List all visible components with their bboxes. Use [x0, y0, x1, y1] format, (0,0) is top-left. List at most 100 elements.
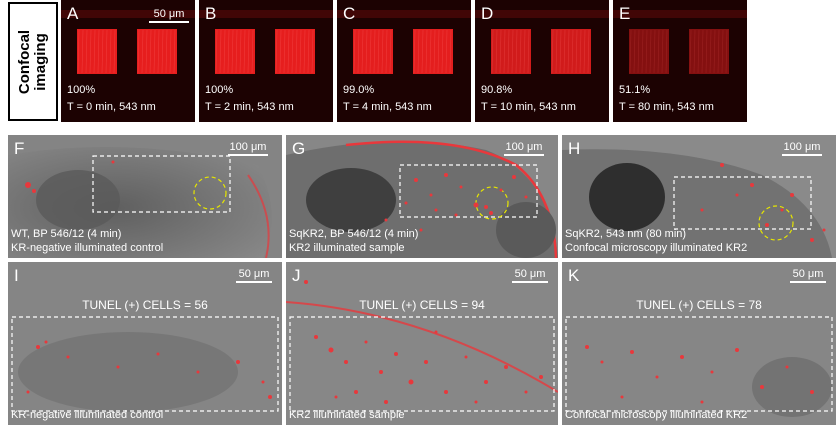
- scale-label: 100 μm: [229, 141, 267, 153]
- fiber-line: [389, 29, 392, 74]
- panel-c: C 99.0% T = 4 min, 543 nm: [337, 0, 471, 122]
- fiber-line: [299, 29, 302, 74]
- panel-g: G 100 μm SqKR2, BP 546/12 (4 min) KR2 il…: [286, 135, 558, 258]
- fiber-line: [215, 29, 218, 74]
- scale-bar: 100 μm: [504, 141, 544, 156]
- fiber-line: [161, 29, 164, 74]
- panel-d: D 90.8% T = 10 min, 543 nm: [475, 0, 609, 122]
- confocal-image-c: [337, 0, 471, 122]
- fiber-line: [559, 29, 562, 74]
- fiber-line: [713, 29, 716, 74]
- tunel-count: TUNEL (+) CELLS = 56: [82, 298, 208, 312]
- fiber-line: [173, 29, 176, 74]
- panel-letter: B: [205, 4, 217, 23]
- fiber-line: [645, 29, 648, 74]
- fiber-line: [239, 29, 242, 74]
- fiber-line: [445, 29, 448, 74]
- percent-label: 100%: [67, 84, 96, 96]
- fiber-line: [223, 29, 226, 74]
- fiber-line: [109, 29, 112, 74]
- panel-letter: J: [292, 266, 301, 285]
- caption-label: KR2 illuminated sample: [289, 242, 405, 254]
- red-block-right: [275, 29, 315, 74]
- fiber-line: [555, 29, 558, 74]
- time-label: T = 2 min, 543 nm: [205, 101, 294, 113]
- fiber-line: [717, 29, 720, 74]
- fiber-line: [425, 29, 428, 74]
- fiber-line: [97, 29, 100, 74]
- panel-k: K 50 μm TUNEL (+) CELLS = 78 Confocal mi…: [562, 262, 836, 425]
- fiber-line: [491, 29, 494, 74]
- fiber-line: [113, 29, 116, 74]
- red-block-right: [551, 29, 591, 74]
- side-label-line2: imaging: [32, 32, 49, 91]
- red-block-left: [77, 29, 117, 74]
- fiber-line: [231, 29, 234, 74]
- scale-label: 100 μm: [783, 141, 821, 153]
- fiber-line: [697, 29, 700, 74]
- red-block-left: [215, 29, 255, 74]
- panel-h: H 100 μm SqKR2, 543 nm (80 min) Confocal…: [562, 135, 836, 258]
- fiber-line: [653, 29, 656, 74]
- fiber-line: [85, 29, 88, 74]
- fiber-line: [437, 29, 440, 74]
- fiber-line: [369, 29, 372, 74]
- percent-label: 99.0%: [343, 84, 375, 96]
- panel-i: I 50 μm TUNEL (+) CELLS = 56 KR-negative…: [8, 262, 282, 425]
- fiber-line: [377, 29, 380, 74]
- red-block-right: [413, 29, 453, 74]
- fiber-line: [657, 29, 660, 74]
- fiber-line: [441, 29, 444, 74]
- red-block-left: [629, 29, 669, 74]
- fiber-line: [579, 29, 582, 74]
- fiber-line: [81, 29, 84, 74]
- percent-label: 90.8%: [481, 84, 513, 96]
- fiber-line: [373, 29, 376, 74]
- scale-bar: 50 μm: [512, 268, 548, 283]
- panel-b: B 100% T = 2 min, 543 nm: [199, 0, 333, 122]
- panel-f: F 100 μm WT, BP 546/12 (4 min) KR-negati…: [8, 135, 282, 258]
- fiber-line: [311, 29, 314, 74]
- fiber-line: [275, 29, 278, 74]
- fiber-line: [295, 29, 298, 74]
- caption-label: KR2 illuminated sample: [289, 409, 405, 421]
- fiber-line: [279, 29, 282, 74]
- caption-label: KR-negative illuminated control: [11, 242, 164, 254]
- tunel-count: TUNEL (+) CELLS = 78: [636, 298, 762, 312]
- confocal-surface-band: [337, 10, 471, 18]
- red-block-left: [491, 29, 531, 74]
- fiber-line: [705, 29, 708, 74]
- fiber-line: [661, 29, 664, 74]
- caption-label: KR-negative illuminated control: [11, 409, 164, 421]
- fiber-line: [235, 29, 238, 74]
- confocal-surface-band: [61, 10, 195, 18]
- fiber-line: [701, 29, 704, 74]
- fiber-line: [365, 29, 368, 74]
- fiber-line: [665, 29, 668, 74]
- panel-letter: K: [568, 266, 580, 285]
- time-label: T = 80 min, 543 nm: [619, 101, 714, 113]
- fiber-line: [219, 29, 222, 74]
- scale-bar: 100 μm: [228, 141, 268, 156]
- fiber-line: [633, 29, 636, 74]
- fiber-line: [353, 29, 356, 74]
- percent-label: 100%: [205, 84, 234, 96]
- time-label: T = 10 min, 543 nm: [481, 101, 576, 113]
- fiber-line: [89, 29, 92, 74]
- tunel-image-k: [562, 262, 836, 425]
- panel-letter: I: [14, 266, 19, 285]
- fiber-line: [421, 29, 424, 74]
- panel-letter: H: [568, 139, 581, 158]
- red-block-left: [353, 29, 393, 74]
- fiber-line: [251, 29, 254, 74]
- fiber-line: [507, 29, 510, 74]
- fiber-line: [149, 29, 152, 74]
- fiber-line: [571, 29, 574, 74]
- fiber-line: [499, 29, 502, 74]
- scale-bar: 100 μm: [782, 141, 822, 156]
- fiber-line: [141, 29, 144, 74]
- scale-label: 50 μm: [514, 268, 546, 280]
- fiber-line: [287, 29, 290, 74]
- scale-bar: 50 μm: [149, 8, 189, 23]
- scale-bar: 50 μm: [790, 268, 826, 283]
